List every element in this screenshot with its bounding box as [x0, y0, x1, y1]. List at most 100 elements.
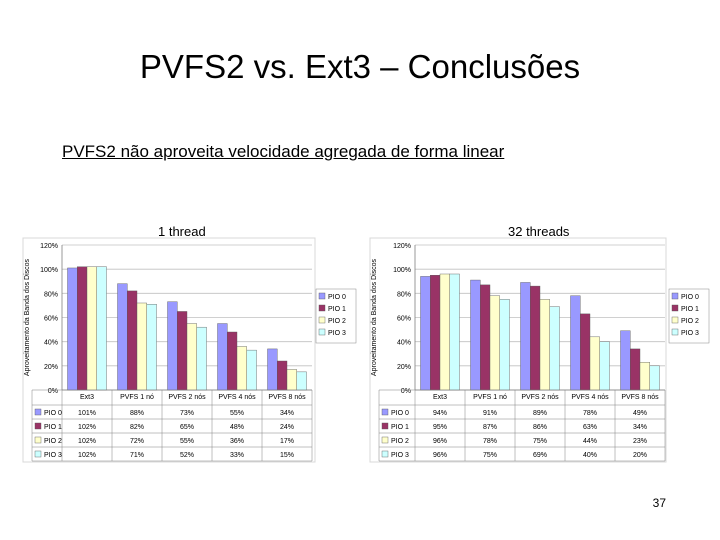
data-label: 75% [533, 438, 547, 445]
data-label: 63% [583, 424, 597, 431]
data-label: 82% [130, 424, 144, 431]
data-label: 34% [280, 410, 294, 417]
chart-frame [22, 237, 316, 463]
table-series-name: PIO 3 [44, 452, 62, 459]
data-label: 52% [180, 452, 194, 459]
legend-swatch [318, 292, 326, 300]
category-label: PVFS 1 nó [120, 394, 154, 401]
page-number: 37 [652, 496, 666, 510]
data-label: 94% [433, 410, 447, 417]
data-label: 15% [280, 452, 294, 459]
data-label: 102% [78, 438, 96, 445]
legend-label: PIO 1 [328, 306, 346, 313]
y-tick-label: 80% [397, 291, 411, 298]
bar [599, 341, 610, 391]
bar [520, 282, 531, 391]
table-legend-swatch [381, 450, 389, 458]
chart-1-title: 1 thread [158, 224, 206, 239]
data-label: 23% [633, 438, 647, 445]
data-label: 40% [583, 452, 597, 459]
category-label: Ext3 [433, 394, 447, 401]
data-label: 71% [130, 452, 144, 459]
category-label: PVFS 4 nós [218, 394, 256, 401]
data-label: 96% [433, 452, 447, 459]
bar [449, 273, 460, 391]
table-series-name: PIO 1 [44, 424, 62, 431]
category-label: PVFS 2 nós [168, 394, 206, 401]
bar [649, 365, 660, 391]
y-tick-label: 0% [48, 388, 58, 395]
y-tick-label: 40% [44, 340, 58, 347]
data-label: 101% [78, 410, 96, 417]
y-tick-label: 60% [44, 316, 58, 323]
y-tick-label: 120% [393, 243, 411, 250]
data-label: 49% [633, 410, 647, 417]
table-series-name: PIO 2 [44, 438, 62, 445]
data-label: 24% [280, 424, 294, 431]
bar [639, 362, 650, 391]
data-label: 55% [230, 410, 244, 417]
category-label: PVFS 4 nós [571, 394, 609, 401]
bar [570, 295, 581, 391]
legend-swatch [671, 316, 679, 324]
table-legend-swatch [34, 436, 42, 444]
table-legend-swatch [381, 422, 389, 430]
bar [420, 276, 431, 391]
y-tick-label: 0% [401, 388, 411, 395]
table-legend-swatch [381, 408, 389, 416]
y-tick-label: 20% [397, 364, 411, 371]
table-series-name: PIO 1 [391, 424, 409, 431]
data-label: 36% [230, 438, 244, 445]
data-label: 44% [583, 438, 597, 445]
bar [499, 299, 510, 391]
y-tick-label: 100% [393, 267, 411, 274]
data-label: 65% [180, 424, 194, 431]
chart-frame [369, 237, 667, 463]
slide-title: PVFS2 vs. Ext3 – Conclusões [139, 48, 581, 85]
legend-swatch [318, 316, 326, 324]
table-series-name: PIO 2 [391, 438, 409, 445]
legend-label: PIO 3 [681, 330, 699, 337]
y-tick-label: 80% [44, 291, 58, 298]
y-tick-label: 100% [40, 267, 58, 274]
category-label: PVFS 2 nós [521, 394, 559, 401]
y-tick-label: 120% [40, 243, 58, 250]
category-label: PVFS 1 nó [473, 394, 507, 401]
legend-label: PIO 0 [328, 294, 346, 301]
data-label: 87% [483, 424, 497, 431]
chart-2-title: 32 threads [508, 224, 570, 239]
data-label: 33% [230, 452, 244, 459]
data-label: 75% [483, 452, 497, 459]
legend-swatch [318, 304, 326, 312]
data-label: 73% [180, 410, 194, 417]
bar [470, 279, 481, 391]
legend-swatch [671, 304, 679, 312]
table-series-name: PIO 0 [44, 410, 62, 417]
bar [630, 348, 641, 391]
data-label: 96% [433, 438, 447, 445]
data-label: 48% [230, 424, 244, 431]
data-label: 88% [130, 410, 144, 417]
bar [539, 299, 550, 391]
data-label: 55% [180, 438, 194, 445]
data-label: 78% [583, 410, 597, 417]
bar [430, 275, 441, 391]
data-label: 89% [533, 410, 547, 417]
data-label: 17% [280, 438, 294, 445]
legend-swatch [671, 292, 679, 300]
table-series-name: PIO 3 [391, 452, 409, 459]
table-legend-swatch [34, 408, 42, 416]
y-tick-label: 40% [397, 340, 411, 347]
bar [589, 336, 600, 391]
table-legend-swatch [381, 436, 389, 444]
y-tick-label: 60% [397, 316, 411, 323]
data-label: 102% [78, 424, 96, 431]
legend-label: PIO 2 [328, 318, 346, 325]
legend-label: PIO 3 [328, 330, 346, 337]
y-axis-label: Aproveitamento da Banda dos Discos [24, 258, 31, 376]
table-legend-swatch [34, 450, 42, 458]
y-axis-label: Aproveitamento da Banda dos Discos [371, 258, 378, 376]
legend-label: PIO 2 [681, 318, 699, 325]
data-label: 102% [78, 452, 96, 459]
